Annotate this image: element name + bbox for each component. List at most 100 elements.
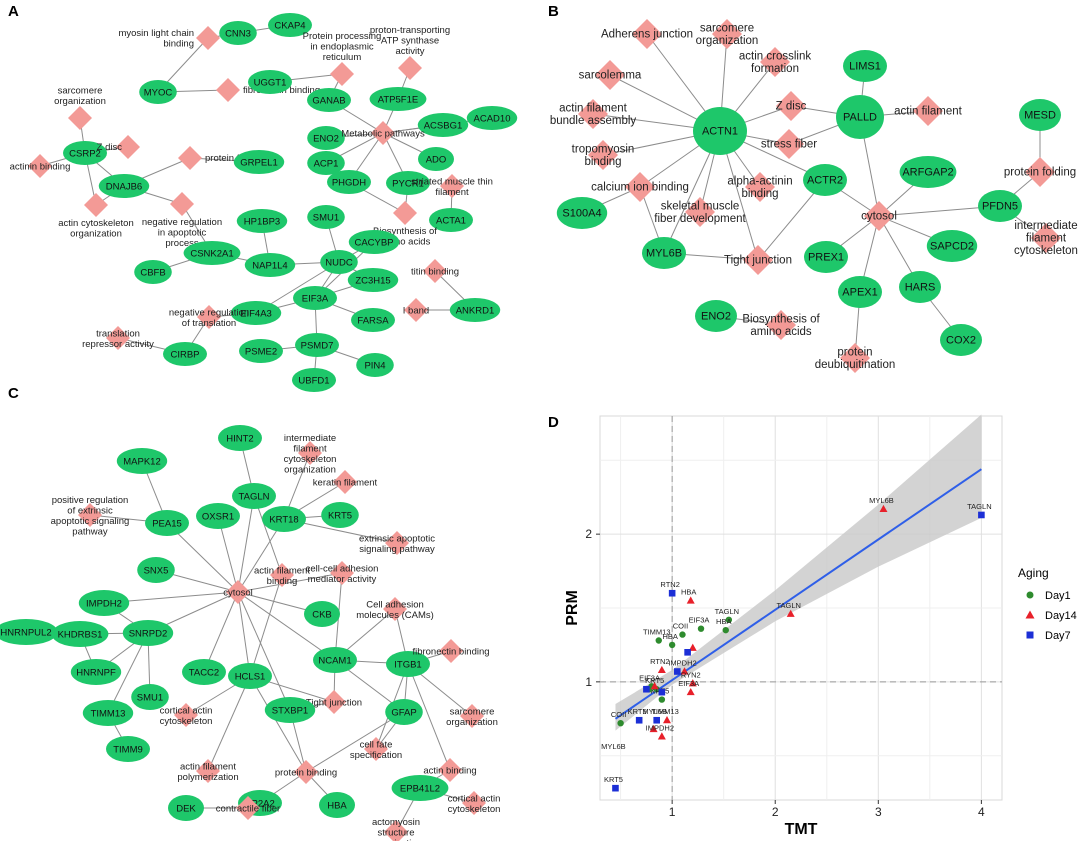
panel-label: D [548, 414, 559, 431]
gene-node-impdh2: IMPDH2 [78, 590, 130, 616]
data-point [650, 682, 659, 690]
gene-node-psmd7: PSMD7 [295, 333, 339, 357]
network-edge [107, 632, 149, 714]
gene-node-itgb1: ITGB1 [386, 651, 430, 677]
gene-label: LIMS1 [849, 61, 881, 73]
term-label: sarcomere organization [54, 86, 106, 108]
term-label: Tight junction [306, 698, 362, 709]
term-label: I band [403, 306, 429, 317]
gene-label: DEK [176, 804, 196, 815]
term-node-actpoly: actin filament polymerization [177, 759, 239, 783]
term-diamond [462, 791, 486, 815]
gene-label: PREX1 [808, 252, 844, 264]
term-diamond [383, 597, 407, 621]
term-node-crosslink: actin crosslink formation [739, 47, 811, 77]
gene-node-hba: HBA [319, 792, 355, 818]
data-point [635, 716, 643, 724]
gene-ellipse [168, 795, 204, 821]
panel-d: DCOIITIMM13HBAEIF3ACOIITAGLNHBAEIF3AKRT5… [548, 414, 1077, 838]
gene-ellipse [321, 502, 359, 528]
gene-ellipse [116, 448, 168, 474]
gene-ellipse [63, 141, 107, 165]
term-node-actfilbind: actin filament binding [254, 563, 310, 587]
legend-item-day14: Day14 [1025, 610, 1077, 622]
point-label: IMPDH2 [646, 723, 674, 732]
gene-label: PIN4 [364, 361, 385, 372]
gene-node-prex1: PREX1 [804, 241, 848, 273]
gene-label: APEX1 [842, 287, 877, 299]
term-node-intermb: intermediate filament cytoskeleton [1014, 220, 1078, 257]
term-label: striated muscle thin filament [411, 176, 493, 198]
legend-label: Day14 [1045, 610, 1077, 622]
term-diamond [385, 531, 409, 555]
gene-node-hnrnpul2: HNRNPUL2 [0, 619, 58, 645]
gene-node-actr2: ACTR2 [803, 164, 847, 196]
term-label: Biosynthesis of amino acids [742, 313, 820, 338]
gene-label: ENO2 [701, 311, 731, 323]
gene-ellipse [327, 170, 371, 194]
term-diamond [398, 56, 422, 80]
gene-ellipse [695, 300, 737, 332]
gene-label: PALLD [843, 112, 877, 124]
gene-ellipse [264, 697, 316, 723]
data-point [663, 716, 671, 724]
term-label: Adherens junction [601, 29, 693, 41]
data-point [655, 637, 662, 644]
term-diamond [776, 91, 806, 121]
gene-node-psme2: PSME2 [239, 339, 283, 363]
gene-label: CSNK2A1 [190, 249, 233, 260]
term-diamond [270, 563, 294, 587]
term-node-intermc: intermediate filament cytoskeleton organiza… [284, 433, 337, 476]
term-diamond [216, 78, 240, 102]
gene-ellipse [356, 353, 394, 377]
gene-label: COX2 [946, 335, 976, 347]
gene-node-ncam1: NCAM1 [313, 647, 357, 673]
term-node-sarcomerec: sarcomere organization [446, 704, 498, 728]
gene-label: PSME2 [245, 347, 277, 358]
gene-ellipse [218, 425, 262, 451]
gene-label: MESD [1024, 110, 1056, 122]
gene-ellipse [313, 647, 357, 673]
gene-ellipse [843, 50, 887, 82]
term-node-contractile: contractile fiber [216, 796, 280, 820]
term-diamond [439, 639, 463, 663]
x-axis-title: TMT [785, 821, 818, 838]
point-label: RTN2 [660, 580, 679, 589]
gene-ellipse [838, 276, 882, 308]
gene-node-cbfb: CBFB [134, 260, 172, 284]
gene-node-timm9: TIMM9 [106, 736, 150, 762]
gene-node-myl6b: MYL6B [642, 237, 686, 269]
network-edge [203, 591, 239, 673]
gene-ellipse [131, 684, 169, 710]
term-node-actinin: actinin binding [10, 154, 70, 178]
gene-ellipse [196, 503, 240, 529]
term-node-calcium: calcium ion binding [591, 172, 689, 202]
point-label: HBA [681, 588, 696, 597]
gene-label: SAPCD2 [930, 241, 974, 253]
term-node-cortical2: cortical actin cytoskeleton [448, 791, 500, 815]
network-edge [249, 675, 307, 773]
point-label: KRT5 [645, 676, 664, 685]
gene-label: PEA15 [152, 519, 182, 530]
gene-ellipse [804, 241, 848, 273]
term-diamond [625, 172, 655, 202]
term-node-cortical1: cortical actin cytoskeleton [160, 703, 212, 727]
data-point [688, 679, 697, 687]
gene-ellipse [239, 339, 283, 363]
gene-node-ckb: CKB [304, 601, 340, 627]
data-point [684, 649, 691, 656]
gene-ellipse [642, 237, 686, 269]
term-diamond [330, 62, 354, 86]
term-diamond [588, 140, 618, 170]
gene-ellipse [386, 171, 430, 195]
term-diamond [322, 690, 346, 714]
point-label: MYL6B [642, 707, 667, 716]
gene-label: KRT5 [328, 511, 352, 522]
data-point [617, 720, 624, 727]
term-label: cell fate specification [350, 739, 402, 761]
data-point [649, 724, 658, 733]
data-point [657, 732, 666, 740]
point-label: TAGLN [776, 601, 800, 610]
gene-label: SMU1 [313, 213, 339, 224]
